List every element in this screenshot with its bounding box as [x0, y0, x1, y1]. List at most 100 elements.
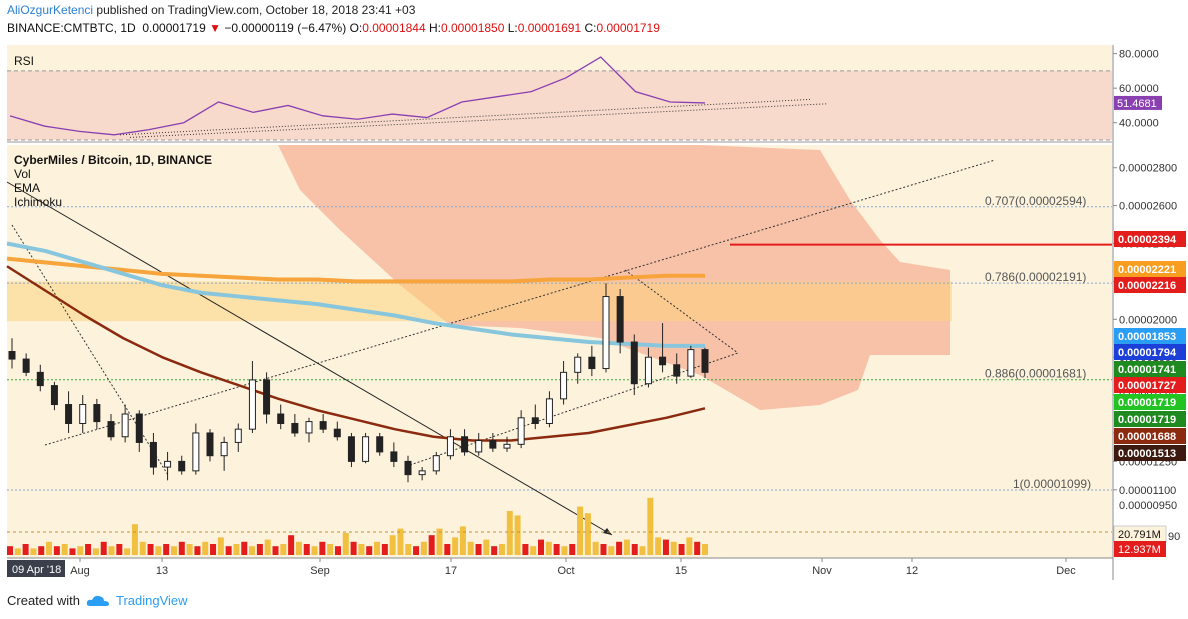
volume-bar: [506, 511, 513, 555]
volume-bar: [538, 539, 545, 555]
candle-body: [545, 398, 553, 424]
price-tag-bg: [1114, 277, 1186, 293]
candle-body: [630, 341, 638, 385]
candle-body: [588, 356, 596, 370]
volume-bar: [483, 539, 490, 555]
volume-bar: [22, 544, 29, 555]
candle-body: [659, 356, 667, 366]
candle-body: [673, 364, 681, 377]
rising-trendline: [44, 159, 996, 446]
fib-level-label: 0.886(0.00001681): [985, 367, 1086, 381]
last-price: 0.00001719: [142, 21, 206, 35]
fib-level-label: 0.786(0.00002191): [985, 270, 1086, 284]
candle-body: [376, 436, 384, 453]
candle-body: [319, 421, 327, 430]
downtrend-arrow-line: [6, 181, 613, 536]
price-tag-label: 0.00001719: [1118, 397, 1176, 409]
candle-body: [616, 296, 624, 343]
price-tag-bg: [1114, 344, 1186, 360]
volume-bar: [608, 546, 615, 555]
publish-info: AliOzgurKetenci published on TradingView…: [7, 3, 415, 17]
candle-body: [22, 358, 30, 373]
volume-bar: [170, 546, 177, 555]
tradingview-link[interactable]: TradingView: [115, 593, 188, 608]
volume-tag-bg: [1114, 541, 1166, 557]
volume-bar: [108, 546, 115, 555]
candle-body: [461, 436, 469, 453]
volume-bar: [389, 535, 396, 555]
volume-bar: [46, 541, 53, 555]
fib-level-label: 1(0.00001099): [1013, 477, 1091, 491]
low-label: L:: [507, 21, 518, 35]
volume-bar: [584, 513, 591, 555]
volume-bar: [436, 528, 443, 555]
date-badge-bg: [7, 560, 65, 577]
volume-bar: [420, 541, 427, 555]
candle-body: [489, 440, 497, 449]
candle-body: [291, 422, 299, 434]
volume-bar: [405, 544, 412, 555]
volume-bar: [256, 544, 263, 555]
candle-body: [277, 413, 285, 424]
price-tag-bg: [1114, 261, 1186, 277]
volume-bar: [428, 535, 435, 555]
ema-orange-line: [6, 256, 705, 284]
volume-bar: [467, 541, 474, 555]
price-tick-label: 0.00000950: [1119, 500, 1177, 512]
volume-bar: [155, 546, 162, 555]
candle-body: [602, 296, 610, 370]
price-tag-bg: [1114, 328, 1186, 344]
legend-item-ichimoku[interactable]: Ichimoku: [14, 195, 63, 209]
ema-blue-line: [6, 241, 705, 348]
volume-bar: [233, 544, 240, 555]
candle-body: [333, 428, 341, 438]
volume-bar: [288, 535, 295, 555]
volume-bar: [319, 541, 326, 555]
rsi-band-fill: [7, 70, 1112, 140]
volume-bar: [311, 546, 318, 555]
time-tick-label: Oct: [557, 565, 574, 577]
volume-bar: [100, 541, 107, 555]
rsi-tick-label: 80.0000: [1119, 49, 1159, 61]
legend-item-ema[interactable]: EMA: [14, 181, 41, 195]
volume-bar: [702, 544, 708, 555]
volume-bar: [131, 524, 138, 555]
price-tag-label: 0.00001741: [1118, 364, 1176, 376]
volume-bar: [53, 546, 60, 555]
author-link[interactable]: AliOzgurKetenci: [7, 3, 94, 17]
low-value: 0.00001691: [517, 21, 582, 35]
price-tick-label: 0.00002000: [1119, 314, 1177, 326]
volume-bar: [553, 544, 560, 555]
price-tag-bg: [1114, 411, 1186, 427]
volume-bar: [491, 546, 498, 555]
volume-tag-label: 20.791M: [1118, 529, 1161, 541]
volume-bar: [655, 537, 662, 555]
chart-canvas[interactable]: 80.0000 60.0000 40.0000 51.4681 0.00002800 0.…: [0, 0, 1188, 590]
volume-bar: [147, 544, 154, 555]
volume-bar: [600, 544, 607, 555]
volume-bar: [7, 546, 13, 555]
candle-body: [135, 413, 143, 443]
volume-bar: [92, 548, 99, 555]
volume-bar: [561, 546, 568, 555]
volume-bar: [577, 506, 584, 555]
price-tag-bg: [1114, 394, 1186, 410]
open-label: O:: [349, 21, 363, 35]
candle-body: [234, 428, 242, 443]
volume-bar: [194, 546, 201, 555]
volume-bar: [452, 537, 459, 555]
volume-bar: [272, 546, 279, 555]
candle-body: [531, 417, 539, 424]
candle-body: [347, 436, 355, 462]
volume-bar: [616, 541, 623, 555]
time-tick-label: 17: [445, 565, 457, 577]
candle-body: [248, 379, 256, 430]
price-tag-label: 0.00001853: [1118, 331, 1176, 343]
volume-bar: [670, 541, 677, 555]
volume-bar: [163, 544, 170, 555]
volume-bar: [77, 546, 84, 555]
candle-body: [517, 417, 525, 445]
ema-brown-line: [6, 265, 706, 442]
price-change: −0.00000119 (−6.47%): [224, 21, 347, 35]
legend-item-vol[interactable]: Vol: [14, 167, 31, 181]
